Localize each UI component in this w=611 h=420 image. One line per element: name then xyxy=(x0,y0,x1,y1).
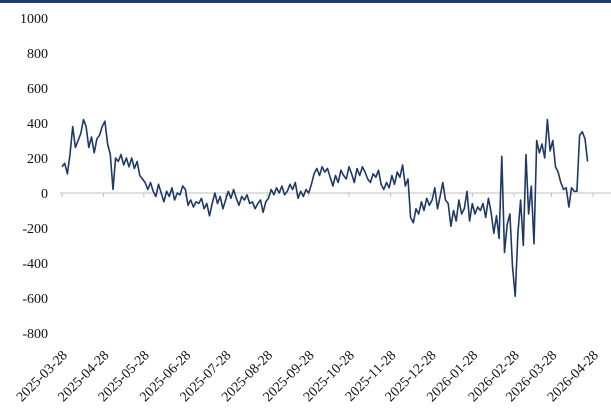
series-layer xyxy=(61,118,589,298)
y-tick-label: -600 xyxy=(22,292,48,307)
series-line xyxy=(61,118,589,298)
y-tick-label: 400 xyxy=(27,117,48,132)
y-tick-label: 600 xyxy=(27,82,48,97)
y-tick-label: 0 xyxy=(41,187,48,202)
y-tick-label: -800 xyxy=(22,327,48,342)
y-tick-label: -200 xyxy=(22,222,48,237)
y-tick-label: 200 xyxy=(27,152,48,167)
y-axis-labels: 1000 800 600 400 200 0 -200 -400 -600 -800 xyxy=(20,12,48,342)
x-tick-marks xyxy=(61,193,594,197)
y-tick-label: -400 xyxy=(22,257,48,272)
top-rule xyxy=(0,0,611,3)
x-axis-labels: 2025-03-282025-04-282025-05-282025-06-28… xyxy=(14,348,602,405)
y-tick-label: 1000 xyxy=(20,12,48,27)
y-tick-label: 800 xyxy=(27,47,48,62)
